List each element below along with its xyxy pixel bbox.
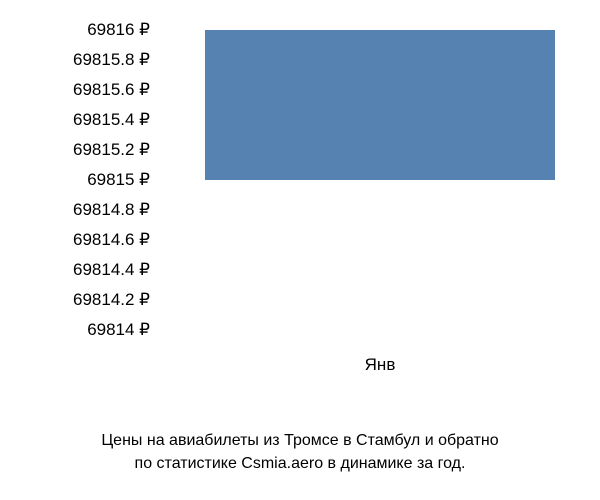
x-axis-label: Янв <box>365 355 396 375</box>
y-tick: 69814 ₽ <box>87 320 150 340</box>
chart-container: 69816 ₽ 69815.8 ₽ 69815.6 ₽ 69815.4 ₽ 69… <box>0 0 600 500</box>
y-tick: 69815.6 ₽ <box>73 80 150 100</box>
y-tick: 69814.2 ₽ <box>73 290 150 310</box>
bar-jan <box>205 30 555 180</box>
y-tick: 69815.8 ₽ <box>73 50 150 70</box>
chart-caption: Цены на авиабилеты из Тромсе в Стамбул и… <box>0 430 600 475</box>
y-tick: 69814.6 ₽ <box>73 230 150 250</box>
y-tick: 69814.4 ₽ <box>73 260 150 280</box>
y-tick: 69816 ₽ <box>87 20 150 40</box>
y-tick: 69814.8 ₽ <box>73 200 150 220</box>
y-tick: 69815.2 ₽ <box>73 140 150 160</box>
caption-line2: по статистике Csmia.aero в динамике за г… <box>135 455 466 472</box>
y-tick: 69815 ₽ <box>87 170 150 190</box>
caption-line1: Цены на авиабилеты из Тромсе в Стамбул и… <box>101 432 498 449</box>
plot-area <box>175 30 585 330</box>
y-tick: 69815.4 ₽ <box>73 110 150 130</box>
